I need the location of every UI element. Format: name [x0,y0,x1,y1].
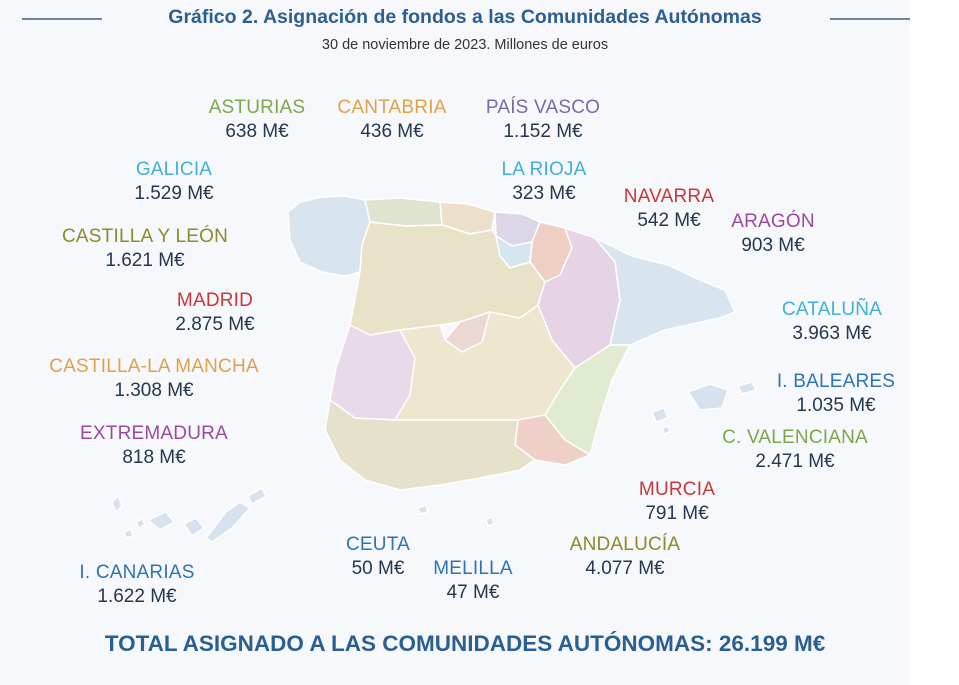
region-name: MELILLA [433,558,513,579]
region-value: 818 M€ [122,447,186,468]
region-name: GALICIA [135,159,213,180]
region-value: 50 M€ [351,558,405,579]
region-value: 2.471 M€ [755,451,835,472]
region-value: 2.875 M€ [175,314,255,335]
region-value: 791 M€ [645,503,709,524]
label-galicia: GALICIA 1.529 M€ [114,158,234,206]
territory-ceuta [417,504,429,515]
region-name: CATALUÑA [781,299,883,320]
label-canarias: I. CANARIAS 1.622 M€ [62,561,212,609]
region-value: 3.963 M€ [792,323,872,344]
island-fuerteventura [205,501,251,543]
region-value: 323 M€ [512,183,576,204]
region-name: CASTILLA-LA MANCHA [49,356,259,377]
region-value: 1.035 M€ [796,395,876,416]
label-castilla-leon: CASTILLA Y LEÓN 1.621 M€ [40,225,250,273]
label-navarra: NAVARRA 542 M€ [606,185,732,233]
label-ceuta: CEUTA 50 M€ [330,533,426,581]
region-value: 542 M€ [637,210,701,231]
label-murcia: MURCIA 791 M€ [622,478,732,526]
label-melilla: MELILLA 47 M€ [420,557,526,605]
island-menorca [737,381,757,395]
island-el-hierro [123,528,134,539]
island-ibiza [651,407,669,423]
region-name: LA RIOJA [501,159,587,180]
island-tenerife [147,511,175,531]
chart-subtitle: 30 de noviembre de 2023. Millones de eur… [321,37,609,53]
region-name: CASTILLA Y LEÓN [62,226,228,247]
island-gran-canaria [183,517,205,537]
region-value: 1.152 M€ [503,121,583,142]
region-name: C. VALENCIANA [722,427,868,448]
region-name: CEUTA [346,534,410,555]
region-name: I. BALEARES [776,371,896,392]
region-value: 1.308 M€ [114,380,194,401]
label-madrid: MADRID 2.875 M€ [160,289,270,337]
region-valenciana [544,344,631,456]
region-name: ANDALUCÍA [569,534,681,555]
title-rule-right [830,18,910,20]
region-name: MURCIA [638,479,716,500]
region-value: 4.077 M€ [585,558,665,579]
region-galicia [287,195,371,277]
region-name: CANTABRIA [337,97,447,118]
label-castilla-mancha: CASTILLA-LA MANCHA 1.308 M€ [28,355,280,403]
label-andalucia: ANDALUCÍA 4.077 M€ [552,533,698,581]
region-value: 47 M€ [446,582,500,603]
title-row: Gráfico 2. Asignación de fondos a las Co… [0,6,959,32]
region-cataluna [594,237,736,346]
chart-title: Gráfico 2. Asignación de fondos a las Co… [168,6,762,28]
label-aragon: ARAGÓN 903 M€ [718,210,828,258]
label-cataluna: CATALUÑA 3.963 M€ [762,298,902,346]
region-value: 638 M€ [225,121,289,142]
island-la-palma [111,495,123,513]
region-name: I. CANARIAS [79,562,195,583]
label-valenciana: C. VALENCIANA 2.471 M€ [700,426,890,474]
island-formentera [661,425,671,435]
island-lanzarote [247,487,267,505]
region-value: 1.621 M€ [105,250,185,271]
region-name: NAVARRA [623,186,715,207]
region-extremadura [329,324,416,421]
region-value: 1.622 M€ [97,586,177,607]
label-baleares: I. BALEARES 1.035 M€ [762,370,910,418]
region-value: 903 M€ [741,235,805,256]
region-name: ARAGÓN [731,211,815,232]
territory-melilla [485,516,495,527]
region-name: ASTURIAS [208,97,306,118]
total-allocation: TOTAL ASIGNADO A LAS COMUNIDADES AUTÓNOM… [104,631,826,656]
region-name: PAÍS VASCO [485,97,601,118]
title-rule-left [22,18,102,20]
label-asturias: ASTURIAS 638 M€ [192,96,322,144]
label-extremadura: EXTREMADURA 818 M€ [62,422,246,470]
region-asturias [364,197,443,227]
island-la-gomera [135,518,146,529]
region-andalucia [324,399,536,491]
label-cantabria: CANTABRIA 436 M€ [322,96,462,144]
label-la-rioja: LA RIOJA 323 M€ [486,158,602,206]
label-pais-vasco: PAÍS VASCO 1.152 M€ [470,96,616,144]
island-mallorca [687,383,729,411]
region-value: 436 M€ [360,121,424,142]
region-value: 1.529 M€ [134,183,214,204]
region-name: MADRID [176,290,254,311]
region-name: EXTREMADURA [80,423,228,444]
